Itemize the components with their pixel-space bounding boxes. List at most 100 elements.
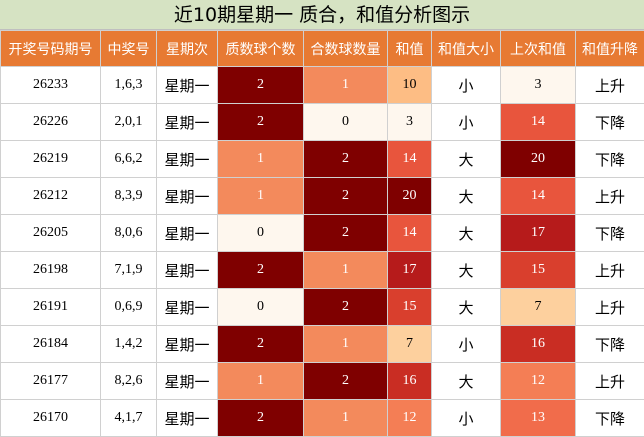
header-sum: 和值 — [388, 31, 432, 67]
cell-issue: 26226 — [1, 104, 101, 141]
cell-issue: 26233 — [1, 67, 101, 104]
cell-sum-size: 大 — [432, 252, 501, 289]
cell-sum-trend: 上升 — [576, 363, 644, 400]
cell-weekday: 星期一 — [157, 141, 218, 178]
cell-composite-count: 0 — [304, 104, 388, 141]
cell-sum: 14 — [388, 215, 432, 252]
cell-composite-count: 2 — [304, 363, 388, 400]
cell-weekday: 星期一 — [157, 289, 218, 326]
cell-composite-count: 2 — [304, 289, 388, 326]
cell-sum-trend: 下降 — [576, 104, 644, 141]
cell-weekday: 星期一 — [157, 215, 218, 252]
cell-sum-trend: 下降 — [576, 326, 644, 363]
cell-sum: 20 — [388, 178, 432, 215]
cell-composite-count: 2 — [304, 141, 388, 178]
cell-numbers: 6,6,2 — [101, 141, 157, 178]
cell-weekday: 星期一 — [157, 363, 218, 400]
cell-issue: 26212 — [1, 178, 101, 215]
cell-composite-count: 2 — [304, 215, 388, 252]
cell-weekday: 星期一 — [157, 252, 218, 289]
cell-sum-trend: 上升 — [576, 67, 644, 104]
cell-numbers: 1,4,2 — [101, 326, 157, 363]
cell-weekday: 星期一 — [157, 104, 218, 141]
cell-numbers: 0,6,9 — [101, 289, 157, 326]
cell-prime-count: 1 — [218, 178, 304, 215]
cell-prev-sum: 14 — [501, 104, 576, 141]
cell-composite-count: 1 — [304, 67, 388, 104]
cell-prime-count: 1 — [218, 363, 304, 400]
cell-sum: 16 — [388, 363, 432, 400]
cell-sum-size: 大 — [432, 178, 501, 215]
cell-composite-count: 2 — [304, 178, 388, 215]
cell-sum-trend: 上升 — [576, 289, 644, 326]
cell-sum: 14 — [388, 141, 432, 178]
cell-issue: 26198 — [1, 252, 101, 289]
cell-composite-count: 1 — [304, 400, 388, 437]
cell-numbers: 8,0,6 — [101, 215, 157, 252]
cell-prime-count: 2 — [218, 67, 304, 104]
cell-prev-sum: 14 — [501, 178, 576, 215]
cell-issue: 26177 — [1, 363, 101, 400]
cell-issue: 26205 — [1, 215, 101, 252]
cell-sum: 10 — [388, 67, 432, 104]
header-composite-count: 合数球数量 — [304, 31, 388, 67]
cell-prime-count: 0 — [218, 215, 304, 252]
cell-prime-count: 1 — [218, 141, 304, 178]
cell-prev-sum: 7 — [501, 289, 576, 326]
cell-sum-size: 大 — [432, 289, 501, 326]
cell-prime-count: 2 — [218, 252, 304, 289]
cell-prev-sum: 13 — [501, 400, 576, 437]
cell-sum-trend: 下降 — [576, 215, 644, 252]
cell-prime-count: 2 — [218, 400, 304, 437]
cell-numbers: 8,3,9 — [101, 178, 157, 215]
cell-sum: 12 — [388, 400, 432, 437]
cell-issue: 26191 — [1, 289, 101, 326]
header-prev-sum: 上次和值 — [501, 31, 576, 67]
cell-issue: 26170 — [1, 400, 101, 437]
header-sum-size: 和值大小 — [432, 31, 501, 67]
page-title: 近10期星期一 质合，和值分析图示 — [0, 0, 644, 30]
cell-weekday: 星期一 — [157, 400, 218, 437]
table-header-row: 开奖号码期号 中奖号 星期次 质数球个数 合数球数量 和值 和值大小 上次和值 … — [1, 31, 644, 67]
cell-sum: 17 — [388, 252, 432, 289]
cell-sum-trend: 上升 — [576, 252, 644, 289]
cell-sum-size: 小 — [432, 104, 501, 141]
cell-prev-sum: 16 — [501, 326, 576, 363]
cell-numbers: 1,6,3 — [101, 67, 157, 104]
cell-sum-size: 大 — [432, 141, 501, 178]
header-issue: 开奖号码期号 — [1, 31, 101, 67]
header-sum-trend: 和值升降 — [576, 31, 644, 67]
cell-weekday: 星期一 — [157, 67, 218, 104]
cell-prev-sum: 3 — [501, 67, 576, 104]
cell-prev-sum: 12 — [501, 363, 576, 400]
cell-weekday: 星期一 — [157, 178, 218, 215]
cell-prev-sum: 20 — [501, 141, 576, 178]
cell-prev-sum: 17 — [501, 215, 576, 252]
cell-sum: 15 — [388, 289, 432, 326]
cell-prev-sum: 15 — [501, 252, 576, 289]
cell-weekday: 星期一 — [157, 326, 218, 363]
header-numbers: 中奖号 — [101, 31, 157, 67]
cell-composite-count: 1 — [304, 326, 388, 363]
cell-sum-size: 小 — [432, 400, 501, 437]
analysis-table: 开奖号码期号 中奖号 星期次 质数球个数 合数球数量 和值 和值大小 上次和值 … — [0, 30, 644, 437]
cell-sum-trend: 上升 — [576, 178, 644, 215]
cell-prime-count: 0 — [218, 289, 304, 326]
cell-issue: 26184 — [1, 326, 101, 363]
cell-sum-size: 小 — [432, 67, 501, 104]
cell-numbers: 2,0,1 — [101, 104, 157, 141]
cell-sum-size: 大 — [432, 363, 501, 400]
cell-numbers: 4,1,7 — [101, 400, 157, 437]
cell-numbers: 8,2,6 — [101, 363, 157, 400]
